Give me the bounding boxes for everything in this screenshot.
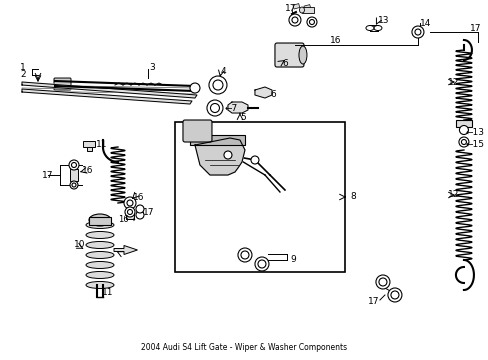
- Bar: [304, 5, 310, 10]
- Circle shape: [291, 17, 297, 23]
- Circle shape: [458, 137, 468, 147]
- Circle shape: [136, 211, 143, 219]
- Circle shape: [127, 210, 132, 215]
- Text: 3: 3: [149, 63, 154, 72]
- Text: 17: 17: [42, 171, 53, 180]
- Text: 12: 12: [447, 190, 458, 199]
- Circle shape: [254, 257, 268, 271]
- Circle shape: [375, 275, 389, 289]
- Ellipse shape: [298, 46, 306, 64]
- Polygon shape: [227, 102, 247, 113]
- Circle shape: [306, 17, 316, 27]
- Text: 2004 Audi S4 Lift Gate - Wiper & Washer Components: 2004 Audi S4 Lift Gate - Wiper & Washer …: [141, 343, 346, 352]
- Circle shape: [210, 104, 219, 113]
- Polygon shape: [22, 82, 197, 98]
- Text: 1: 1: [20, 63, 26, 72]
- Text: 17: 17: [285, 4, 296, 13]
- Text: 6: 6: [269, 90, 275, 99]
- Text: 11: 11: [96, 140, 107, 149]
- Circle shape: [288, 14, 300, 26]
- Ellipse shape: [365, 26, 373, 31]
- Text: 9: 9: [289, 256, 295, 265]
- Circle shape: [69, 160, 79, 170]
- Ellipse shape: [86, 252, 114, 258]
- Circle shape: [72, 183, 76, 187]
- Ellipse shape: [86, 282, 114, 288]
- Circle shape: [127, 200, 133, 206]
- Text: 13: 13: [377, 15, 388, 24]
- Ellipse shape: [89, 214, 111, 226]
- Bar: [302, 7, 313, 13]
- Text: ←7: ←7: [224, 104, 238, 113]
- Polygon shape: [22, 89, 192, 104]
- Circle shape: [189, 83, 200, 93]
- Bar: [83, 141, 95, 147]
- Bar: [189, 135, 244, 145]
- Text: 11: 11: [102, 288, 114, 297]
- Circle shape: [213, 80, 223, 90]
- Bar: [175, 122, 344, 272]
- Text: 16: 16: [133, 193, 144, 202]
- Circle shape: [459, 126, 468, 135]
- Text: 8: 8: [349, 193, 355, 202]
- Ellipse shape: [86, 242, 114, 248]
- Circle shape: [224, 151, 231, 159]
- Bar: [70, 169, 78, 181]
- Text: 4: 4: [221, 67, 226, 76]
- Circle shape: [411, 26, 423, 38]
- Circle shape: [208, 76, 226, 94]
- Circle shape: [241, 251, 248, 259]
- Polygon shape: [254, 87, 271, 98]
- Ellipse shape: [86, 221, 114, 229]
- Ellipse shape: [299, 7, 304, 13]
- FancyArrow shape: [114, 246, 137, 255]
- Text: ←13: ←13: [465, 127, 484, 136]
- Text: 16→: 16→: [118, 216, 135, 225]
- Circle shape: [124, 197, 136, 209]
- Circle shape: [136, 205, 143, 213]
- FancyBboxPatch shape: [274, 43, 304, 67]
- Circle shape: [206, 100, 223, 116]
- Bar: [89, 217, 111, 225]
- Text: 16: 16: [82, 166, 93, 175]
- Circle shape: [309, 19, 314, 24]
- Circle shape: [378, 278, 386, 286]
- Text: 14: 14: [419, 18, 430, 27]
- Text: 17: 17: [469, 23, 481, 32]
- Bar: [292, 4, 299, 9]
- Bar: [87, 147, 92, 151]
- Text: 16: 16: [329, 36, 341, 45]
- Text: 6: 6: [282, 59, 287, 68]
- Bar: [455, 120, 471, 127]
- Text: ←15: ←15: [465, 140, 484, 149]
- Circle shape: [414, 29, 420, 35]
- Ellipse shape: [86, 271, 114, 279]
- Ellipse shape: [86, 261, 114, 269]
- Text: 17: 17: [142, 208, 154, 217]
- Circle shape: [125, 207, 135, 217]
- Text: 17: 17: [367, 297, 379, 306]
- Ellipse shape: [86, 231, 114, 238]
- Circle shape: [70, 181, 78, 189]
- Text: 10: 10: [74, 240, 85, 249]
- Text: 2: 2: [20, 69, 25, 78]
- FancyBboxPatch shape: [183, 120, 211, 142]
- Circle shape: [390, 291, 398, 299]
- Text: 5: 5: [240, 113, 245, 122]
- Polygon shape: [195, 138, 244, 175]
- Bar: [189, 123, 198, 138]
- Circle shape: [250, 156, 259, 164]
- Circle shape: [461, 140, 466, 144]
- Text: 12: 12: [447, 77, 458, 86]
- Bar: [126, 212, 134, 219]
- Ellipse shape: [373, 26, 381, 31]
- Circle shape: [387, 288, 401, 302]
- Circle shape: [238, 248, 251, 262]
- FancyBboxPatch shape: [54, 78, 71, 90]
- Circle shape: [71, 162, 76, 167]
- Circle shape: [258, 260, 265, 268]
